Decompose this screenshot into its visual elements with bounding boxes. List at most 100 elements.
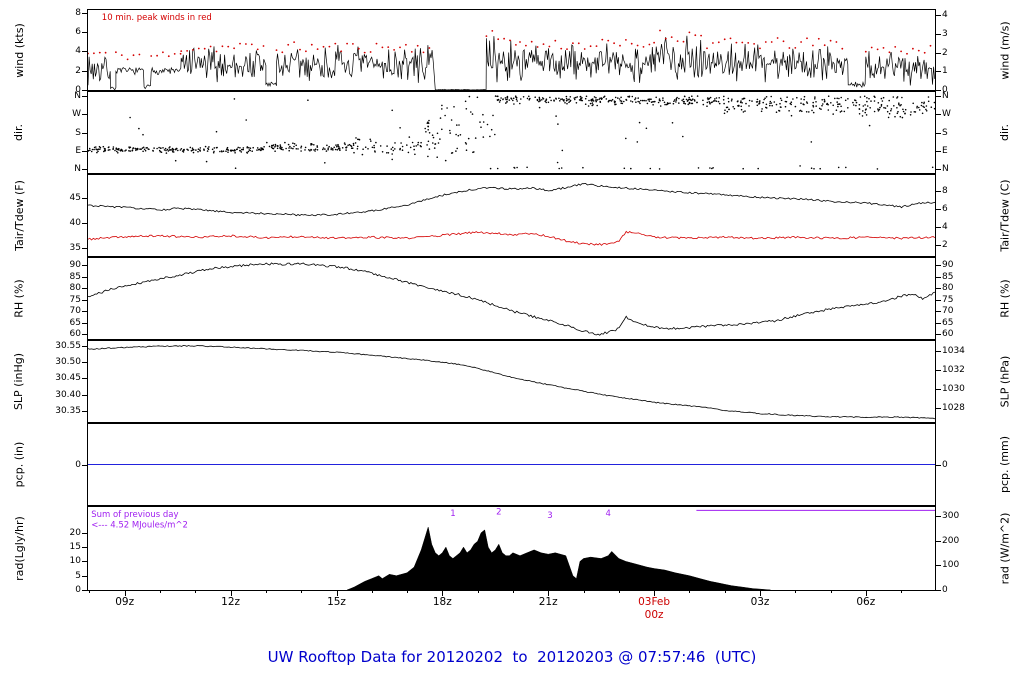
direction-dot	[840, 110, 843, 112]
direction-dot	[691, 95, 693, 97]
slp-plot	[88, 345, 935, 420]
direction-dot	[823, 98, 826, 101]
direction-dot	[559, 100, 561, 102]
direction-dot	[566, 102, 568, 105]
direction-dot	[152, 150, 154, 152]
direction-dot	[884, 107, 887, 109]
direction-dot	[870, 100, 872, 102]
direction-dot	[771, 104, 773, 107]
direction-dot	[300, 150, 302, 152]
direction-dot	[272, 147, 275, 150]
x-minor-tick	[901, 590, 903, 593]
x-major-tick	[336, 590, 338, 596]
direction-dot	[681, 99, 683, 102]
direction-dot	[138, 127, 140, 130]
direction-dot	[708, 101, 710, 103]
direction-dot	[922, 105, 924, 108]
direction-dot	[233, 150, 235, 152]
direction-dot	[918, 106, 920, 109]
direction-dot	[500, 97, 502, 99]
direction-dot	[662, 97, 664, 99]
y-tickmark-right	[936, 52, 941, 54]
temp-left-axis-label: Tair/Tdew (F)	[4, 175, 34, 256]
direction-dot	[316, 145, 318, 147]
annotation-text: 3	[547, 511, 552, 521]
direction-dot	[706, 101, 709, 104]
direction-dot	[538, 100, 540, 103]
y-tick-label-left: 8	[75, 7, 81, 18]
direction-dot	[878, 108, 881, 111]
direction-dot	[141, 147, 144, 149]
direction-dot	[673, 100, 675, 103]
direction-dot	[662, 99, 664, 102]
direction-dot	[347, 144, 349, 147]
peak-wind-dot	[363, 51, 366, 54]
direction-dot	[514, 95, 517, 97]
peak-wind-dot	[173, 53, 176, 55]
direction-dot	[249, 147, 252, 149]
direction-dot	[474, 137, 477, 139]
direction-dot	[276, 147, 279, 150]
y-tick-label-left: 40	[69, 218, 81, 229]
direction-dot	[839, 103, 841, 105]
direction-dot	[334, 148, 337, 151]
y-tickmark-right	[936, 245, 941, 247]
direction-dot	[820, 108, 822, 110]
y-tick-label-right: 1	[942, 66, 948, 77]
direction-dot	[780, 99, 783, 102]
direction-dot	[723, 112, 726, 115]
direction-dot	[276, 144, 279, 147]
direction-dot	[575, 102, 578, 104]
y-tickmark-left	[82, 51, 87, 53]
direction-dot	[620, 102, 622, 104]
direction-dot	[401, 149, 404, 151]
direction-dot	[854, 99, 856, 101]
direction-dot	[712, 167, 714, 169]
direction-dot	[855, 104, 857, 107]
direction-dot	[625, 99, 628, 101]
direction-dot	[565, 99, 568, 102]
direction-dot	[852, 101, 854, 104]
y-tickmark-right	[936, 168, 941, 170]
dir-left-axis-label: dir.	[4, 92, 34, 173]
direction-dot	[160, 147, 162, 149]
y-tickmark-right	[936, 96, 941, 97]
direction-dot	[921, 112, 924, 115]
annotation-text: 2	[496, 508, 501, 518]
direction-dot	[843, 110, 846, 113]
peak-wind-dot	[577, 42, 580, 45]
peak-wind-dot	[405, 43, 407, 46]
direction-dot	[584, 103, 587, 105]
peak-wind-dot	[864, 50, 867, 53]
direction-dot	[504, 97, 507, 99]
direction-dot	[896, 96, 899, 98]
direction-dot	[336, 145, 338, 148]
direction-dot	[886, 105, 889, 107]
peak-wind-dot	[334, 42, 337, 45]
direction-dot	[428, 132, 431, 134]
direction-dot	[310, 143, 313, 145]
direction-dot	[308, 149, 310, 151]
y-tickmark-left	[82, 150, 87, 152]
direction-dot	[859, 96, 862, 98]
direction-dot	[335, 144, 337, 146]
y-tick-label-right: 70	[942, 306, 954, 317]
direction-dot	[792, 98, 794, 100]
direction-dot	[316, 149, 319, 151]
direction-dot	[898, 102, 900, 104]
direction-dot	[773, 101, 776, 103]
direction-dot	[391, 153, 394, 155]
direction-dot	[247, 150, 250, 153]
direction-dot	[931, 166, 934, 169]
direction-dot	[864, 104, 866, 106]
direction-dot	[847, 107, 849, 109]
direction-dot	[414, 153, 416, 156]
panel-rh	[87, 257, 936, 340]
direction-dot	[574, 98, 576, 101]
direction-dot	[840, 105, 842, 108]
peak-wind-dot	[281, 51, 284, 54]
direction-dot	[367, 148, 369, 150]
direction-dot	[480, 126, 482, 128]
peak-wind-dot	[642, 46, 645, 48]
direction-dot	[631, 101, 634, 103]
